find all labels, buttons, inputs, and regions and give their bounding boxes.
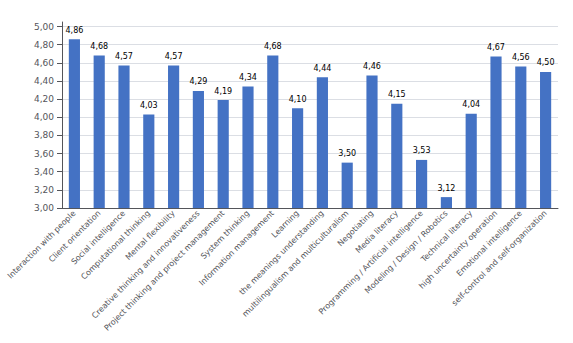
- svg-text:3,40: 3,40: [34, 167, 54, 177]
- svg-text:4,57: 4,57: [165, 52, 183, 61]
- svg-text:4,15: 4,15: [388, 90, 406, 99]
- svg-text:Information management: Information management: [197, 208, 276, 288]
- svg-text:Modeling / Design / Robotics: Modeling / Design / Robotics: [363, 208, 450, 296]
- svg-text:3,00: 3,00: [34, 203, 54, 213]
- svg-text:4,19: 4,19: [214, 87, 232, 96]
- svg-text:multilingualism and multicultu: multilingualism and multiculturalism: [240, 208, 351, 319]
- svg-text:Creative thinking and innovati: Creative thinking and innovativeness: [90, 209, 201, 320]
- svg-text:Technical literacy: Technical literacy: [419, 208, 475, 264]
- svg-text:3,50: 3,50: [338, 149, 356, 158]
- svg-text:4,03: 4,03: [140, 101, 158, 110]
- svg-text:4,56: 4,56: [512, 53, 530, 62]
- svg-text:4,20: 4,20: [34, 94, 54, 104]
- svg-text:Learning: Learning: [269, 208, 301, 240]
- svg-text:Computational thinking: Computational thinking: [79, 208, 152, 282]
- svg-text:4,29: 4,29: [189, 77, 207, 86]
- svg-text:4,57: 4,57: [115, 52, 133, 61]
- svg-text:3,80: 3,80: [34, 130, 54, 140]
- svg-text:4,00: 4,00: [34, 112, 54, 122]
- svg-text:3,53: 3,53: [413, 146, 431, 155]
- svg-text:Client orientation: Client orientation: [47, 208, 103, 265]
- svg-text:high uncertainty operation: high uncertainty operation: [417, 208, 500, 291]
- svg-text:the meanings understanding: the meanings understanding: [237, 208, 326, 297]
- svg-text:5,00: 5,00: [34, 22, 54, 32]
- svg-text:Project thinking and project m: Project thinking and project management: [102, 208, 227, 333]
- svg-text:3,20: 3,20: [34, 185, 54, 195]
- svg-text:4,34: 4,34: [239, 73, 257, 82]
- svg-text:4,68: 4,68: [90, 42, 108, 51]
- svg-text:Programming / Artificial intel: Programming / Artificial intelligence: [317, 209, 425, 317]
- svg-text:4,40: 4,40: [34, 76, 54, 86]
- svg-text:4,67: 4,67: [487, 43, 505, 52]
- svg-text:4,10: 4,10: [289, 95, 307, 104]
- svg-text:4,80: 4,80: [34, 40, 54, 50]
- svg-text:Negotiating: Negotiating: [335, 208, 376, 249]
- svg-text:4,60: 4,60: [34, 58, 54, 68]
- svg-text:Social intelligence: Social intelligence: [69, 208, 128, 267]
- svg-text:4,50: 4,50: [537, 58, 555, 67]
- svg-text:4,44: 4,44: [313, 64, 331, 73]
- svg-text:Mental flexibility: Mental flexibility: [123, 208, 177, 262]
- svg-text:3,60: 3,60: [34, 149, 54, 159]
- svg-text:4,86: 4,86: [65, 26, 83, 35]
- svg-text:System thinking: System thinking: [199, 208, 252, 261]
- svg-text:Interaction with people: Interaction with people: [5, 208, 78, 281]
- svg-text:4,68: 4,68: [264, 42, 282, 51]
- svg-text:4,46: 4,46: [363, 62, 381, 71]
- svg-text:self-control and self-organiza: self-control and self-organization: [450, 209, 549, 308]
- svg-text:Media literacy: Media literacy: [354, 209, 400, 255]
- svg-text:Emotional intelligence: Emotional intelligence: [454, 208, 524, 279]
- svg-text:4,04: 4,04: [462, 100, 480, 109]
- svg-text:3,12: 3,12: [437, 184, 455, 193]
